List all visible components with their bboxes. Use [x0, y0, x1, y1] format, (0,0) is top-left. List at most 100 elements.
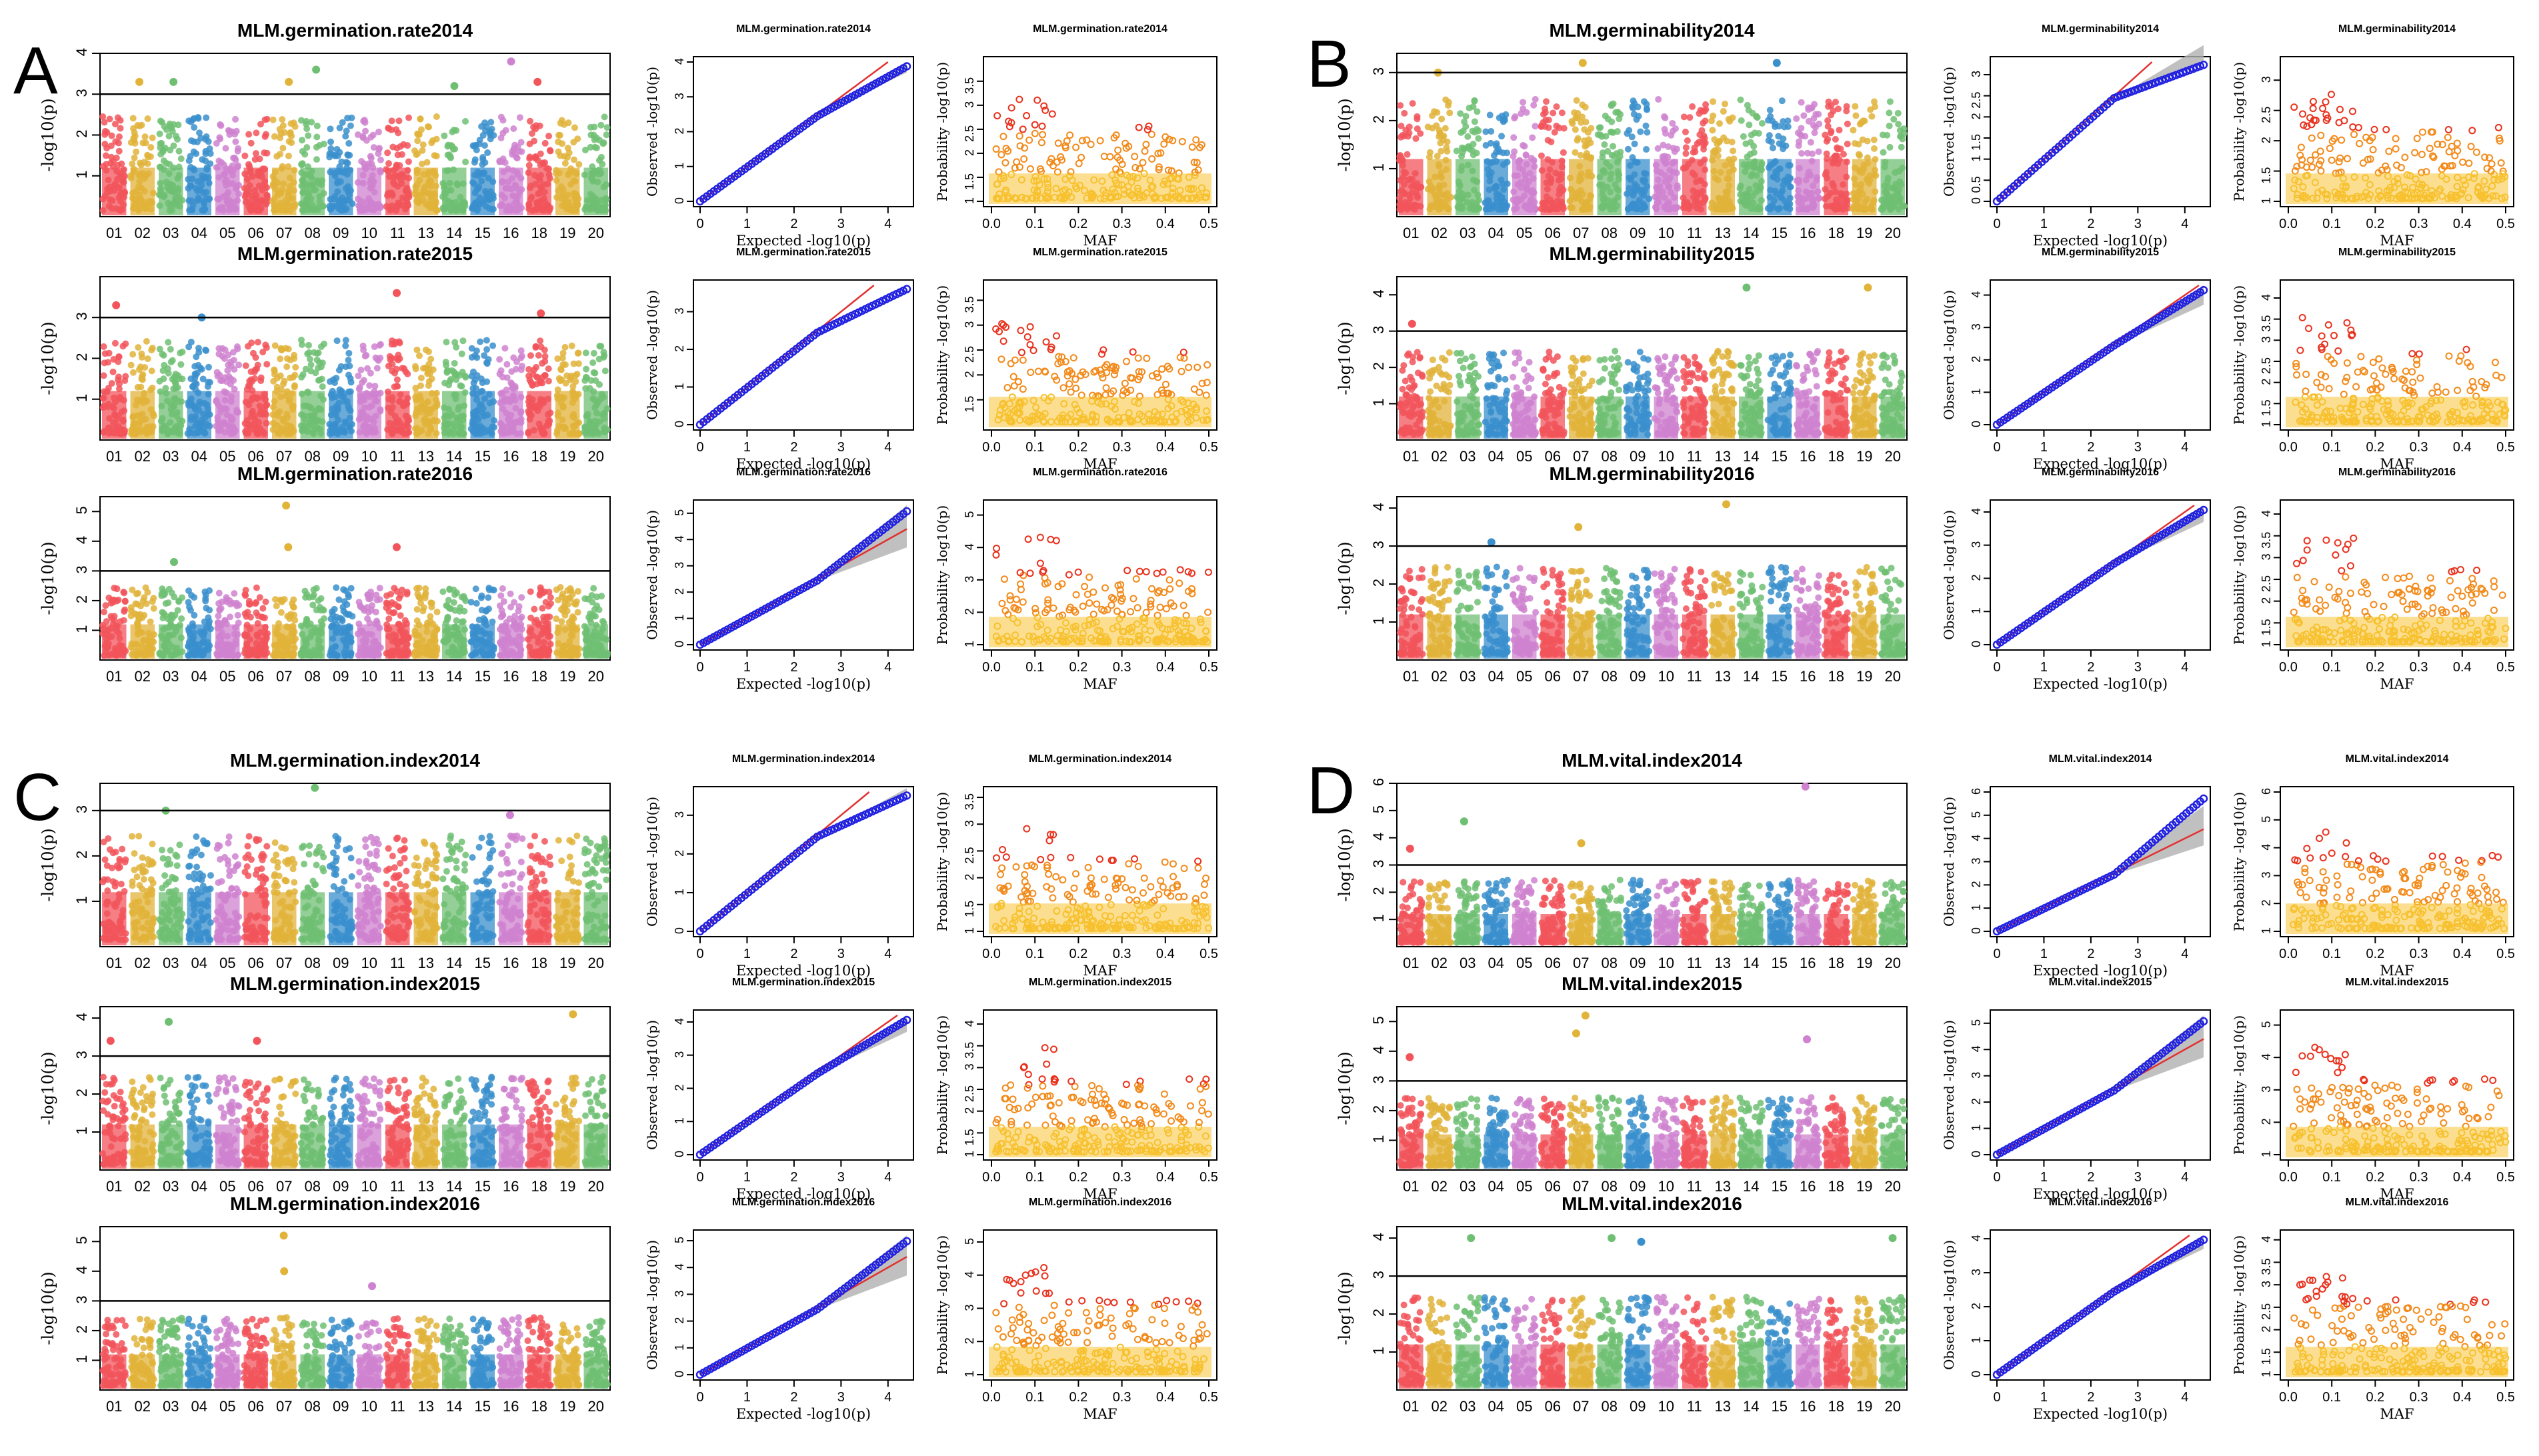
y-tick-label: 4 — [673, 58, 686, 65]
snp-point — [587, 124, 594, 131]
x-tick-label: 1 — [743, 217, 751, 231]
snp-point — [230, 155, 237, 161]
snp-point — [143, 139, 149, 146]
y-tick-label: 2 — [963, 149, 976, 156]
snp-point — [420, 141, 427, 148]
maf-point — [1193, 137, 1199, 143]
snp-point — [547, 147, 553, 153]
snp-point — [173, 133, 179, 139]
y-tick-label: 3.5 — [963, 77, 976, 94]
x-tick-label: 3 — [837, 217, 845, 231]
snp-point — [117, 125, 123, 131]
peak-point — [312, 66, 320, 74]
snp-point — [99, 113, 106, 120]
snp-point — [279, 145, 286, 151]
snp-point — [530, 124, 537, 131]
chromosome-label: 09 — [333, 225, 349, 241]
snp-point — [411, 147, 418, 154]
snp-point — [166, 161, 173, 167]
snp-point — [345, 140, 352, 147]
snp-point — [232, 116, 239, 123]
snp-point — [417, 116, 423, 123]
snp-point — [561, 121, 567, 128]
maf-point — [1149, 156, 1155, 162]
x-tick-label: 0.0 — [982, 217, 1001, 231]
snp-point — [332, 153, 339, 159]
maf-point — [1021, 156, 1027, 162]
snp-point — [433, 113, 440, 120]
snp-point — [262, 133, 269, 140]
snp-point — [107, 116, 113, 123]
snp-point — [419, 161, 425, 167]
chromosome-label: 06 — [248, 225, 264, 241]
snp-band — [555, 168, 580, 216]
snp-point — [252, 156, 259, 163]
snp-point — [130, 125, 137, 132]
snp-point — [299, 137, 305, 143]
chromosome-label: 01 — [106, 225, 122, 241]
snp-point — [321, 141, 327, 147]
maf-point — [1049, 111, 1055, 117]
snp-point — [144, 152, 151, 159]
maf-title: MLM.germination.rate2014 — [1033, 23, 1167, 35]
chromosome-label: 10 — [361, 225, 377, 241]
manhattan-title: MLM.germination.rate2014 — [237, 20, 473, 41]
snp-point — [370, 132, 377, 139]
x-tick-label: 4 — [884, 217, 891, 231]
snp-point — [527, 118, 533, 125]
snp-point — [570, 139, 577, 145]
snp-point — [271, 133, 278, 140]
snp-point — [279, 116, 285, 123]
snp-point — [216, 134, 223, 141]
snp-points — [99, 113, 610, 215]
snp-point — [395, 117, 402, 124]
snp-point — [277, 135, 283, 141]
snp-point — [226, 131, 233, 138]
snp-point — [142, 133, 149, 140]
snp-point — [202, 151, 209, 157]
snp-point — [288, 139, 295, 146]
snp-point — [347, 123, 354, 129]
snp-band — [329, 168, 353, 216]
snp-point — [299, 161, 305, 168]
snp-point — [270, 117, 277, 123]
peak-point — [507, 57, 515, 65]
snp-point — [147, 144, 154, 151]
snp-point — [232, 139, 239, 145]
qq-points — [697, 63, 910, 205]
snp-band — [414, 168, 439, 216]
x-tick-label: 0.4 — [1156, 217, 1175, 231]
y-tick-label: 1 — [673, 163, 686, 169]
chromosome-label: 04 — [191, 225, 207, 241]
y-axis-label: Observed -log10(p) — [644, 67, 660, 197]
chromosome-label: 05 — [219, 225, 235, 241]
snp-point — [285, 153, 292, 159]
snp-point — [416, 131, 423, 138]
snp-point — [213, 140, 220, 147]
snp-point — [448, 142, 455, 149]
snp-point — [241, 153, 248, 159]
snp-band — [215, 168, 240, 216]
snp-point — [496, 158, 503, 165]
snp-point — [149, 135, 156, 141]
snp-point — [273, 153, 280, 160]
snp-point — [527, 141, 533, 147]
snp-point — [604, 124, 611, 131]
y-tick-label: 0 — [673, 197, 686, 204]
maf-point — [1097, 138, 1103, 144]
y-axis-label: Probability -log10(p) — [934, 62, 950, 201]
snp-band — [385, 168, 410, 216]
snp-point — [503, 127, 509, 134]
snp-point — [145, 115, 151, 122]
snp-point — [133, 149, 139, 155]
snp-point — [510, 125, 517, 132]
peak-point — [285, 78, 293, 86]
snp-point — [517, 114, 523, 121]
snp-point — [245, 131, 252, 138]
x-tick-label: 0.2 — [1069, 217, 1087, 231]
maf-point — [1026, 137, 1032, 143]
y-tick-label: 1 — [73, 171, 90, 179]
snp-point — [157, 145, 163, 151]
snp-point — [235, 148, 241, 155]
